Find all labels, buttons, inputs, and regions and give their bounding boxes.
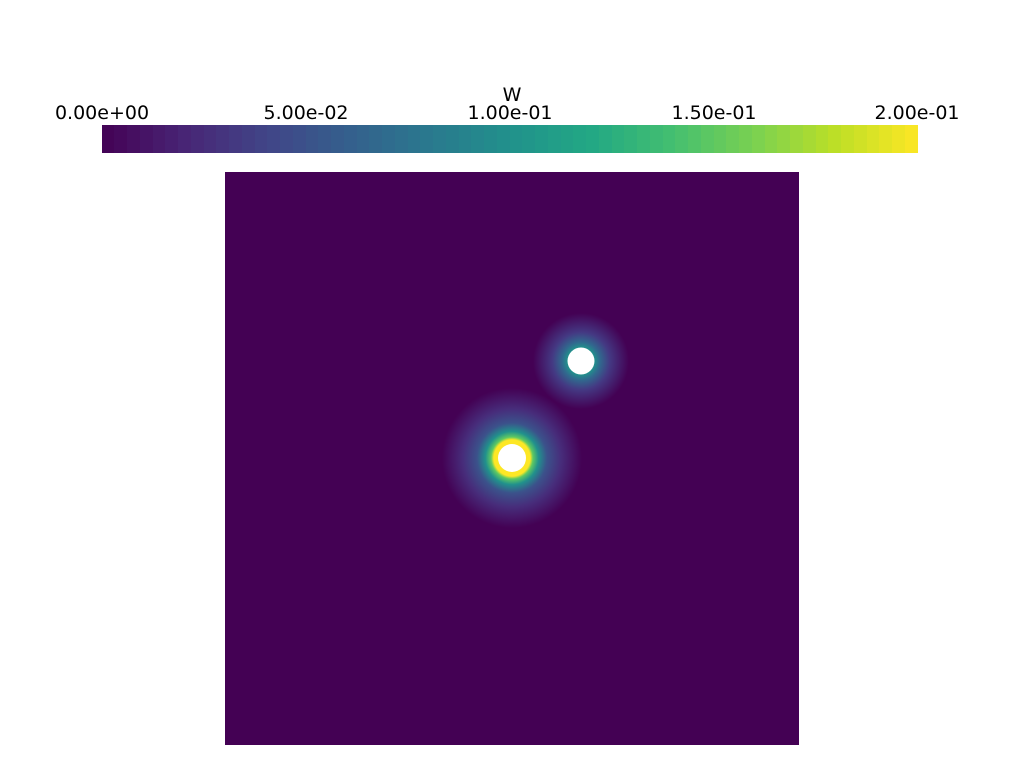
colorbar-band (599, 125, 613, 153)
field-plot (225, 172, 799, 745)
colorbar-band (854, 125, 868, 153)
colorbar-band (892, 125, 906, 153)
colorbar-band (420, 125, 434, 153)
colorbar-tick-3: 1.50e-01 (671, 102, 757, 124)
colorbar-band (612, 125, 625, 153)
colorbar-band (280, 125, 294, 153)
colorbar-title: W (502, 84, 522, 106)
colorbar-band (561, 125, 574, 153)
colorbar-ticks: 0.00e+00 5.00e-02 1.00e-01 1.50e-01 2.00… (0, 101, 1024, 125)
colorbar-band (267, 125, 281, 153)
colorbar-band (446, 125, 460, 153)
colorbar-band (318, 125, 332, 153)
colorbar-band (522, 125, 536, 153)
colorbar-band (382, 125, 396, 153)
colorbar-band (573, 125, 587, 153)
colorbar-band (433, 125, 447, 153)
colorbar-band (178, 125, 192, 153)
colorbar-band (459, 125, 472, 153)
colorbar-band (510, 125, 523, 153)
colorbar-band (803, 125, 817, 153)
colorbar-band (675, 125, 689, 153)
colorbar-band (395, 125, 409, 153)
colorbar-band (637, 125, 651, 153)
colorbar-band (344, 125, 358, 153)
colorbar-band (306, 125, 319, 153)
colorbar-band (471, 125, 485, 153)
colorbar-band (535, 125, 549, 153)
colorbar-band (714, 125, 727, 153)
colorbar-tick-4: 2.00e-01 (874, 102, 960, 124)
colorbar-band (165, 125, 179, 153)
colorbar-band (357, 125, 370, 153)
colorbar-band (828, 125, 842, 153)
colorbar-band (255, 125, 268, 153)
colorbar-band (229, 125, 243, 153)
colorbar-band (752, 125, 766, 153)
colorbar-tick-2: 1.00e-01 (467, 102, 553, 124)
colorbar-band (293, 125, 307, 153)
colorbar-band (586, 125, 600, 153)
colorbar-bands (102, 125, 918, 153)
colorbar-band (216, 125, 230, 153)
colorbar-gradient (102, 125, 918, 153)
colorbar-band (331, 125, 345, 153)
colorbar-band (191, 125, 205, 153)
colorbar-band (688, 125, 702, 153)
colorbar-band (905, 125, 918, 153)
colorbar-band (153, 125, 166, 153)
colorbar-band (127, 125, 141, 153)
colorbar-band (739, 125, 753, 153)
colorbar-band (726, 125, 740, 153)
colorbar-band (548, 125, 562, 153)
colorbar-band (140, 125, 154, 153)
colorbar-band (867, 125, 880, 153)
upper-hole (567, 347, 595, 375)
colorbar-band (624, 125, 638, 153)
colorbar-band (765, 125, 778, 153)
colorbar-band (663, 125, 676, 153)
colorbar-band (650, 125, 664, 153)
colorbar-band (701, 125, 715, 153)
colorbar-band (114, 125, 128, 153)
colorbar-tick-0: 0.00e+00 (54, 102, 150, 124)
colorbar (102, 125, 918, 153)
colorbar-tick-1: 5.00e-02 (263, 102, 349, 124)
colorbar-band (408, 125, 421, 153)
colorbar-band (102, 125, 115, 153)
colorbar-band (497, 125, 511, 153)
colorbar-band (484, 125, 498, 153)
colorbar-band (841, 125, 855, 153)
colorbar-band (879, 125, 893, 153)
colorbar-band (204, 125, 217, 153)
field-canvas (225, 172, 799, 745)
colorbar-band (242, 125, 256, 153)
colorbar-band (816, 125, 829, 153)
colorbar-band (790, 125, 804, 153)
colorbar-band (777, 125, 791, 153)
center-hole (498, 444, 526, 472)
colorbar-band (369, 125, 383, 153)
